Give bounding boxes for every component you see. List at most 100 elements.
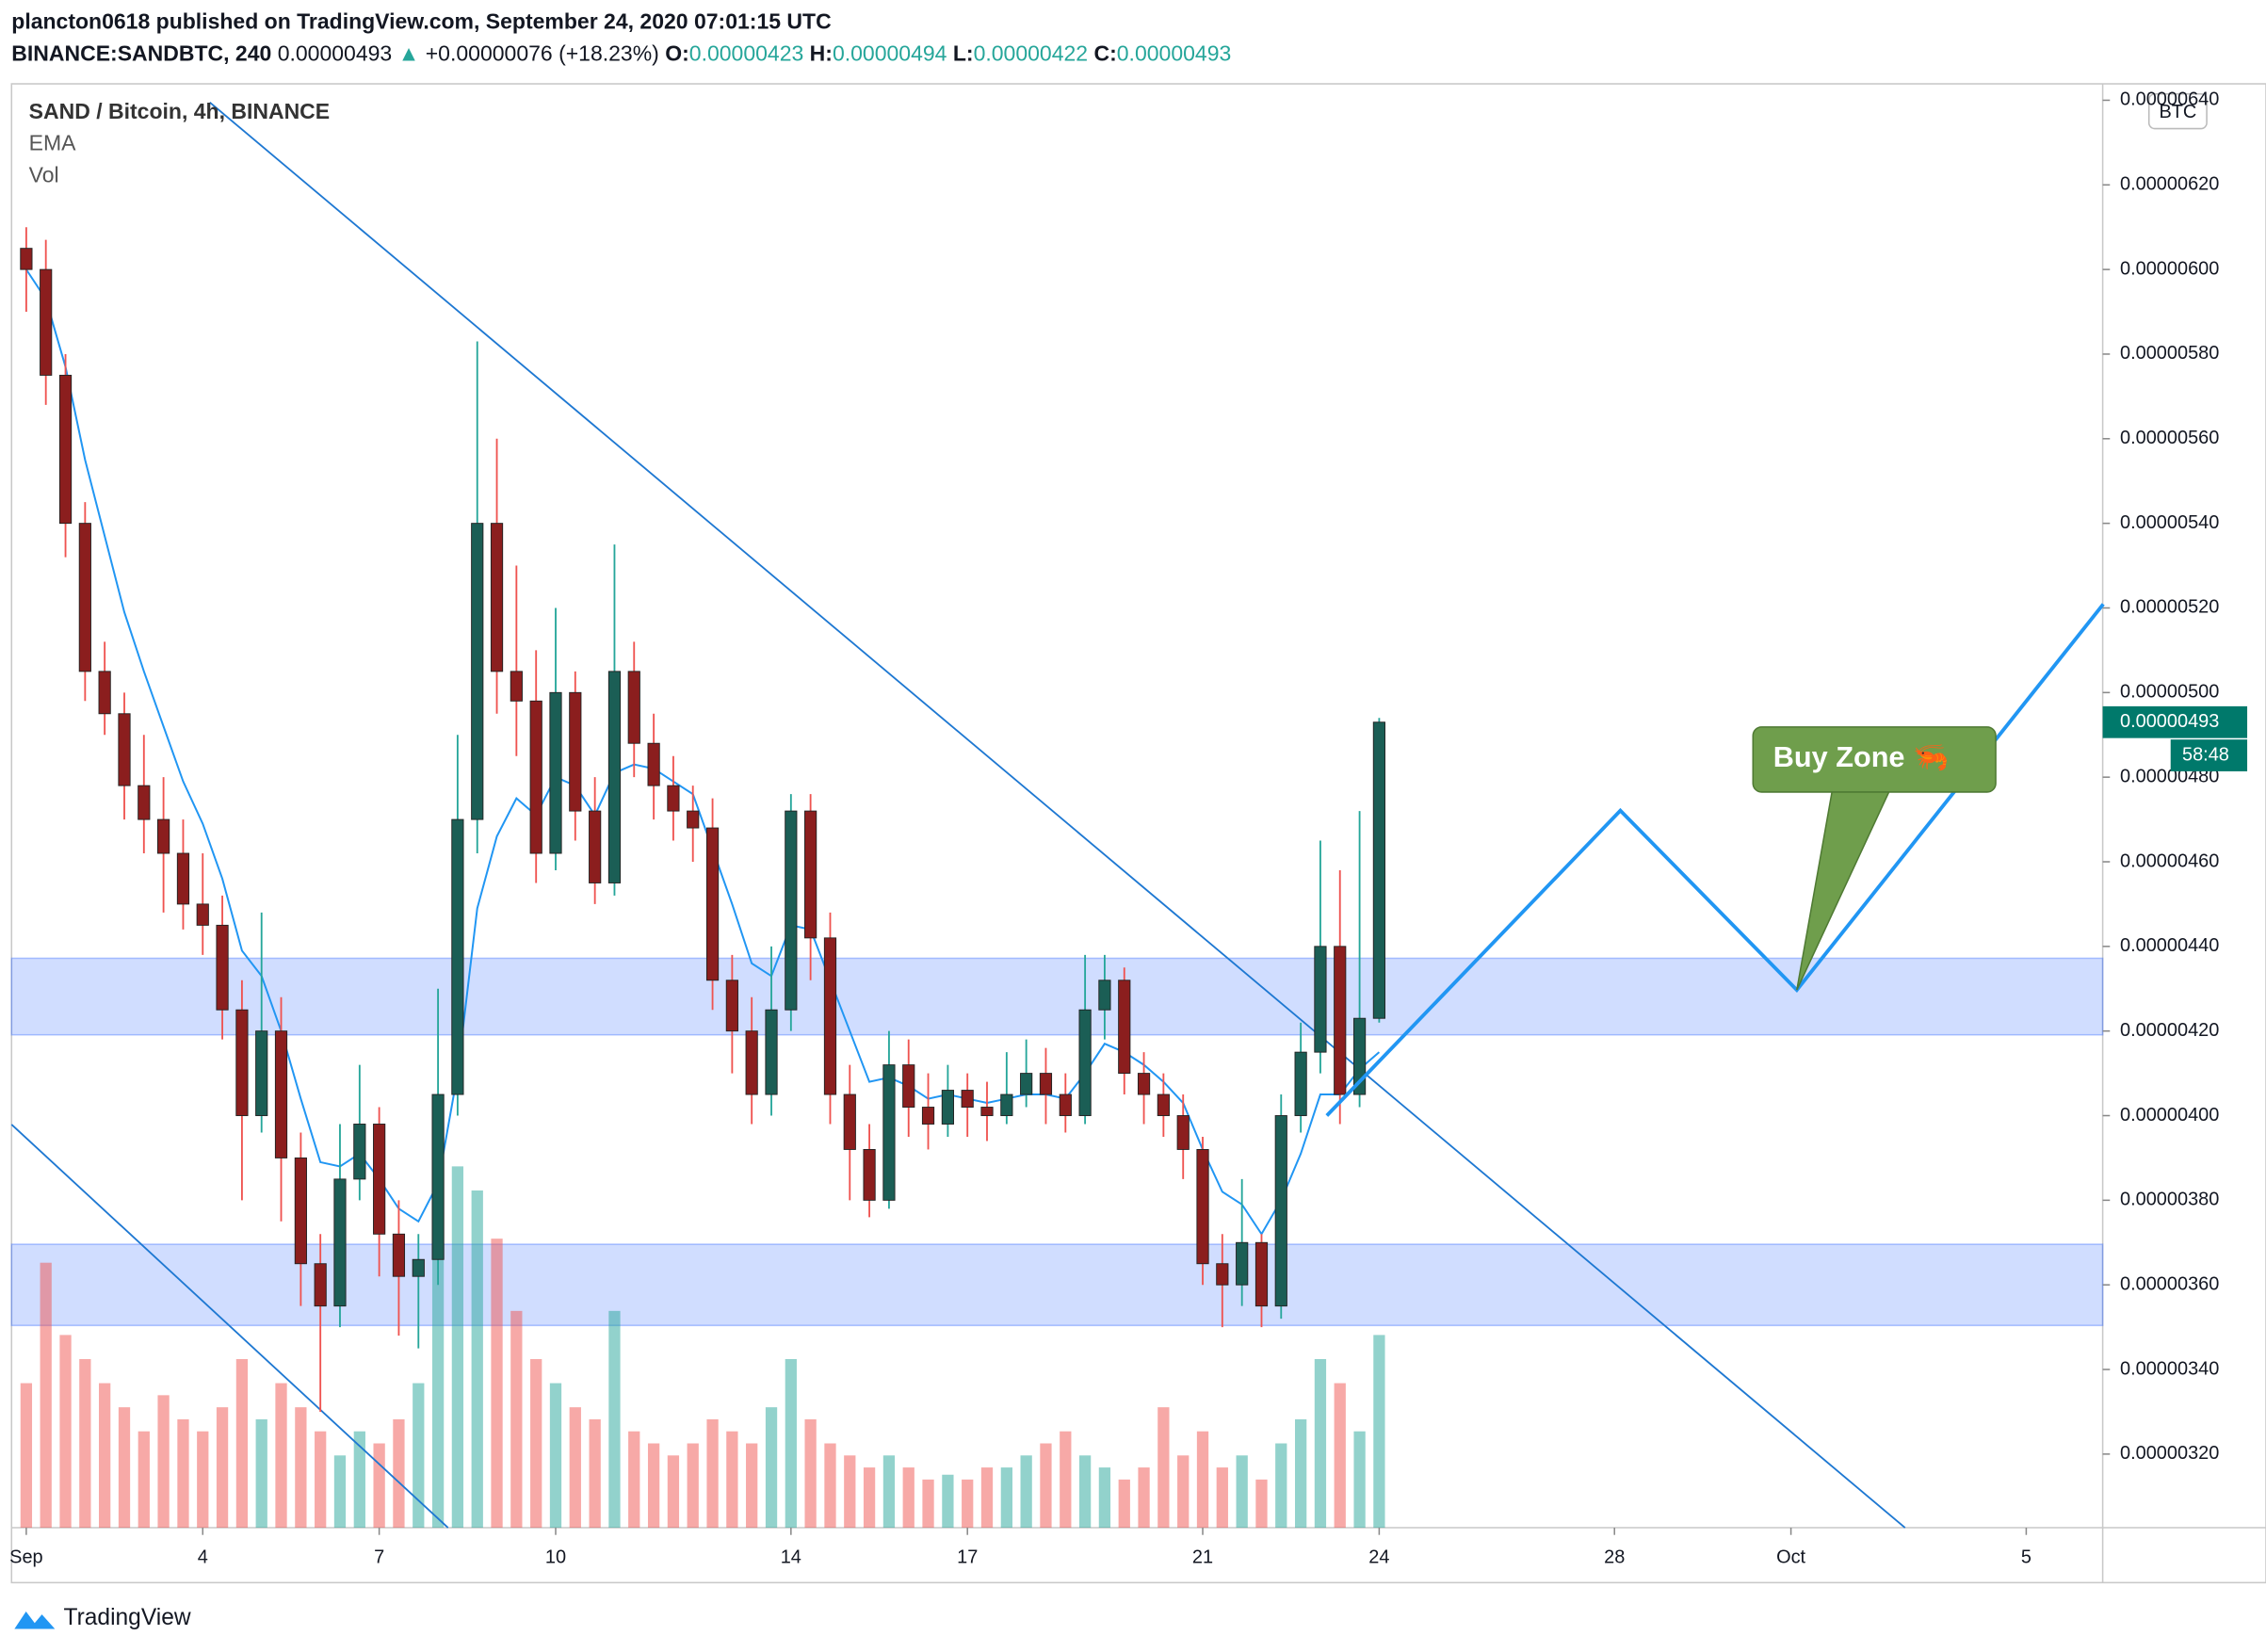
volume-bar xyxy=(824,1443,836,1529)
volume-bar xyxy=(667,1455,680,1529)
y-tick-label: 0.00000440 xyxy=(2120,935,2219,956)
volume-bar xyxy=(863,1467,876,1529)
callout-box xyxy=(1752,726,1997,793)
candle-body xyxy=(941,1090,954,1125)
legend-vol: Vol xyxy=(29,162,59,186)
volume-bar xyxy=(942,1474,954,1529)
countdown-tag xyxy=(2170,739,2248,771)
x-tick-label: Sep xyxy=(9,1547,42,1568)
candle-body xyxy=(882,1064,896,1201)
volume-bar xyxy=(1078,1455,1092,1529)
volume-bar xyxy=(1157,1407,1170,1529)
volume-bar xyxy=(315,1431,327,1529)
volume-bar xyxy=(138,1431,150,1529)
volume-bar xyxy=(1098,1467,1111,1529)
candle-body xyxy=(98,671,111,715)
candle-body xyxy=(863,1148,876,1201)
x-tick-label: 28 xyxy=(1604,1547,1625,1568)
candle-body xyxy=(1137,1073,1151,1095)
volume-bar xyxy=(255,1418,267,1529)
volume-bar xyxy=(451,1166,464,1529)
candle-body xyxy=(902,1064,915,1108)
volume-bar xyxy=(79,1358,91,1529)
y-tick-label: 0.00000600 xyxy=(2120,258,2219,279)
footer-logo xyxy=(14,1612,56,1629)
volume-bar xyxy=(235,1358,249,1529)
volume-bar xyxy=(1118,1479,1130,1529)
candle-body xyxy=(725,980,738,1032)
x-tick-label: 21 xyxy=(1192,1547,1213,1568)
candle-body xyxy=(1372,721,1385,1019)
candle-body xyxy=(255,1030,268,1116)
volume-bar xyxy=(491,1239,503,1529)
candle-body xyxy=(1059,1093,1072,1116)
price: 0.00000493 xyxy=(278,40,393,65)
candle-body xyxy=(745,1030,758,1095)
candle-body xyxy=(58,374,73,525)
candle-body xyxy=(1236,1241,1249,1286)
volume-bar xyxy=(373,1443,385,1529)
volume-bar xyxy=(804,1418,817,1529)
candle-body xyxy=(294,1157,307,1265)
ema-line xyxy=(25,268,1381,1237)
candle-body xyxy=(765,1009,778,1095)
x-tick-label: 5 xyxy=(2021,1547,2031,1568)
ohlc-key: C: xyxy=(1093,40,1116,65)
volume-bar xyxy=(1216,1467,1228,1529)
legend-ema: EMA xyxy=(29,131,76,155)
volume-bar xyxy=(1373,1335,1385,1529)
legend-symbol: SAND / Bitcoin, 4h, BINANCE xyxy=(29,99,330,123)
candle-body xyxy=(176,852,190,905)
candle-body xyxy=(157,818,170,854)
candle-body xyxy=(804,810,817,939)
candle-body xyxy=(1216,1263,1229,1286)
volume-bar xyxy=(589,1418,601,1529)
volume-bar xyxy=(1294,1418,1307,1529)
candle-body xyxy=(1039,1073,1053,1095)
zone xyxy=(10,957,2104,1036)
projection-line xyxy=(1325,603,2105,1117)
ohlc-key: L: xyxy=(953,40,974,65)
y-tick-label: 0.00000320 xyxy=(2120,1443,2219,1464)
candle-body xyxy=(412,1258,425,1277)
volume-bar xyxy=(59,1335,72,1529)
arrow: ▲ xyxy=(398,40,420,65)
candle-body xyxy=(961,1090,974,1108)
volume-bar xyxy=(295,1407,307,1529)
y-tick-label: 0.00000460 xyxy=(2120,850,2219,871)
last-price-label: 0.00000493 xyxy=(2120,711,2219,732)
y-tick-label: 0.00000420 xyxy=(2120,1020,2219,1041)
candle-body xyxy=(20,248,33,270)
volume-bar xyxy=(530,1358,542,1529)
y-tick-label: 0.00000380 xyxy=(2120,1190,2219,1210)
candle-body xyxy=(785,810,798,1011)
volume-bar xyxy=(1196,1431,1209,1529)
y-tick-label: 0.00000580 xyxy=(2120,343,2219,364)
candle-body xyxy=(333,1178,347,1307)
volume-bar xyxy=(1060,1431,1072,1529)
volume-bar xyxy=(746,1443,758,1529)
trend-line xyxy=(10,1124,449,1529)
candle-body xyxy=(980,1107,994,1116)
volume-bar xyxy=(177,1418,189,1529)
ohlc-value: 0.00000423 xyxy=(689,40,804,65)
volume-bar xyxy=(1177,1455,1190,1529)
y-tick-label: 0.00000520 xyxy=(2120,597,2219,618)
volume-bar xyxy=(431,1214,445,1529)
volume-bar xyxy=(275,1383,287,1529)
candle-body xyxy=(607,671,622,883)
volume-bar xyxy=(99,1383,111,1529)
volume-bar xyxy=(1020,1455,1032,1529)
candle-body xyxy=(1020,1073,1033,1095)
candle-body xyxy=(196,903,209,926)
y-tick-label: 0.00000360 xyxy=(2120,1273,2219,1294)
candle-body xyxy=(118,713,131,786)
volume-bar xyxy=(1255,1479,1268,1529)
candle-body xyxy=(529,700,542,854)
candle-body xyxy=(431,1093,445,1260)
candle-body xyxy=(235,1009,249,1116)
volume-bar xyxy=(844,1455,856,1529)
candle-body xyxy=(471,523,484,820)
y-tick-label: 0.00000540 xyxy=(2120,512,2219,533)
candle-body xyxy=(569,691,582,812)
